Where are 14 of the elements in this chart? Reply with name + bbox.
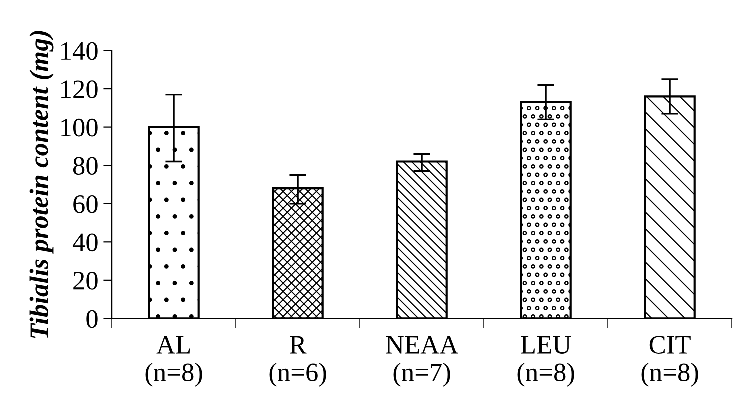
x-tick-label: CIT (n=8) [642,336,698,387]
y-axis-title: Tibialis protein content (mg) [30,31,54,338]
y-tick-label: 60 [74,195,98,214]
y-tick-label: 40 [72,234,98,252]
x-tick-label: R (n=6) [270,336,326,387]
y-tick-label: 140 [62,42,98,60]
y-tick-label: 120 [62,80,98,98]
y-tick-label: 80 [73,157,98,176]
x-tick-label: AL (n=8) [146,336,202,387]
y-tick-label: 100 [62,118,98,137]
x-tick-label: NEAA (n=7) [386,336,459,387]
y-tick-label: 20 [74,272,98,290]
y-tick-label: 0 [86,310,98,328]
x-tick-label: LEU (n=8) [518,336,574,387]
